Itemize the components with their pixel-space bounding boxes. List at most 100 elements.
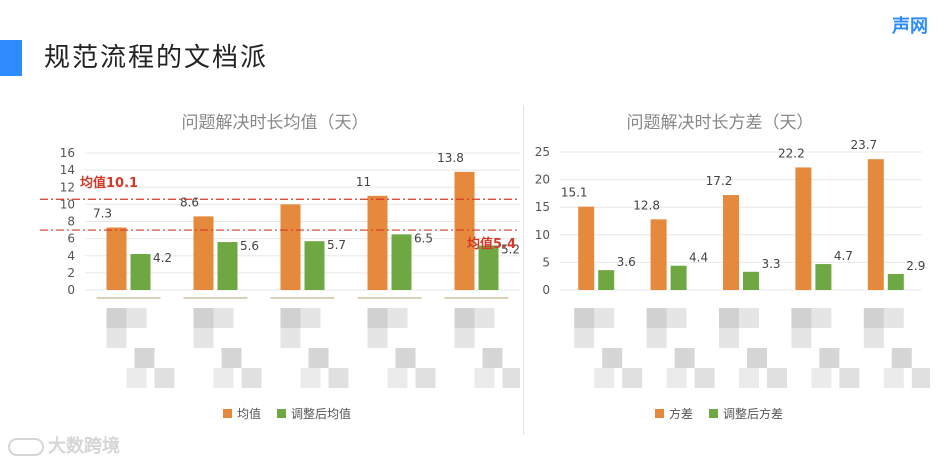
blurred-category-block [415, 368, 436, 388]
bar-primary [650, 219, 667, 290]
watermark-logo-icon [8, 438, 44, 456]
blurred-category-block [300, 368, 321, 388]
blurred-category-block [666, 308, 687, 328]
data-label: 5.2 [501, 242, 520, 256]
bar-primary [867, 159, 884, 290]
data-label: 13.8 [437, 151, 464, 165]
y-tick-label: 5 [542, 255, 550, 269]
legend-label: 调整后均值 [291, 406, 351, 421]
blurred-category-block [280, 308, 301, 328]
blurred-category-block [594, 308, 615, 328]
blurred-category-block [819, 348, 840, 368]
blurred-category-block [863, 328, 884, 348]
blurred-category-block [811, 308, 832, 328]
y-tick-label: 16 [60, 146, 75, 160]
bar-adjusted [130, 254, 151, 290]
blurred-category-block [387, 368, 408, 388]
average-label: 均值5.4 [467, 236, 516, 252]
blurred-category-block [622, 368, 643, 388]
blurred-category-block [791, 328, 812, 348]
blurred-category-block [221, 348, 242, 368]
data-label: 7.3 [93, 206, 112, 220]
blurred-category-block [126, 308, 147, 328]
legend-label: 调整后方差 [723, 406, 783, 421]
chart-divider [523, 105, 524, 435]
blurred-category-block [594, 368, 615, 388]
bar-primary [106, 227, 127, 290]
data-label: 5.6 [240, 239, 259, 253]
blurred-category-block [134, 348, 155, 368]
bar-adjusted [598, 270, 615, 290]
y-tick-label: 10 [535, 228, 550, 242]
data-label: 23.7 [850, 138, 877, 152]
blurred-category-block [911, 368, 930, 388]
data-label: 15.1 [561, 186, 588, 200]
blurred-category-block [474, 308, 495, 328]
blurred-category-block [300, 308, 321, 328]
blurred-category-block [367, 328, 388, 348]
blurred-category-block [213, 368, 234, 388]
bar-adjusted [478, 245, 499, 290]
blurred-category-block [839, 368, 860, 388]
chart-title: 问题解决时长均值（天） [182, 113, 369, 133]
blurred-category-block [747, 348, 767, 368]
blurred-category-block [811, 368, 832, 388]
mean-duration-chart: 问题解决时长均值（天） 0 2 4 6 8 10 12 14 16 7.3 8.6 11 13.8 4.2 5… [40, 113, 520, 421]
data-label: 22.2 [778, 146, 805, 160]
legend-swatch [709, 409, 718, 418]
brand-logo: 声网 [892, 16, 928, 37]
blurred-category-block [454, 308, 475, 328]
bar-adjusted [391, 234, 412, 290]
watermark: 大数跨境 [8, 432, 120, 458]
y-tick-label: 6 [67, 232, 75, 246]
y-tick-label: 0 [542, 283, 550, 297]
y-tick-label: 8 [67, 215, 75, 229]
blurred-category-block [106, 328, 127, 348]
bar-adjusted [670, 265, 687, 290]
data-label: 4.7 [834, 249, 853, 263]
blurred-category-block [154, 368, 175, 388]
bar-primary [578, 206, 595, 290]
blurred-category-block [574, 328, 595, 348]
watermark-text: 大数跨境 [48, 436, 120, 457]
blurred-category-block [891, 348, 912, 368]
data-label: 3.6 [617, 255, 636, 269]
blurred-category-block [193, 328, 214, 348]
blurred-category-block [106, 308, 127, 328]
blurred-category-block [719, 328, 739, 348]
blurred-category-block [694, 368, 715, 388]
legend-label: 方差 [669, 406, 693, 421]
data-label: 2.9 [906, 259, 925, 273]
blurred-category-block [767, 368, 787, 388]
bar-adjusted [887, 273, 904, 290]
blurred-category-block [666, 368, 687, 388]
blurred-category-block [646, 328, 667, 348]
data-label: 17.2 [706, 174, 733, 188]
bar-primary [454, 171, 475, 290]
y-tick-label: 4 [67, 249, 75, 263]
data-label: 4.4 [689, 251, 708, 265]
legend-label: 均值 [237, 406, 261, 421]
y-tick-label: 14 [60, 163, 75, 177]
bar-adjusted [743, 271, 759, 290]
blurred-category-block [280, 328, 301, 348]
bar-adjusted [815, 264, 832, 290]
bar-primary [193, 216, 214, 290]
bar-adjusted [304, 241, 325, 290]
blurred-category-block [474, 368, 495, 388]
blurred-category-block [502, 368, 520, 388]
legend-swatch [223, 409, 232, 418]
title-accent-bar [0, 40, 22, 76]
blurred-category-block [328, 368, 349, 388]
blurred-category-block [574, 308, 595, 328]
data-label: 8.6 [180, 195, 199, 209]
y-tick-label: 12 [60, 180, 75, 194]
y-tick-label: 2 [67, 266, 75, 280]
legend-swatch [277, 409, 286, 418]
blurred-category-block [791, 308, 812, 328]
y-tick-label: 15 [535, 200, 550, 214]
page-title: 规范流程的文档派 [44, 43, 269, 73]
blurred-category-block [308, 348, 329, 368]
data-label: 6.5 [414, 231, 433, 245]
bar-adjusted [217, 242, 238, 290]
